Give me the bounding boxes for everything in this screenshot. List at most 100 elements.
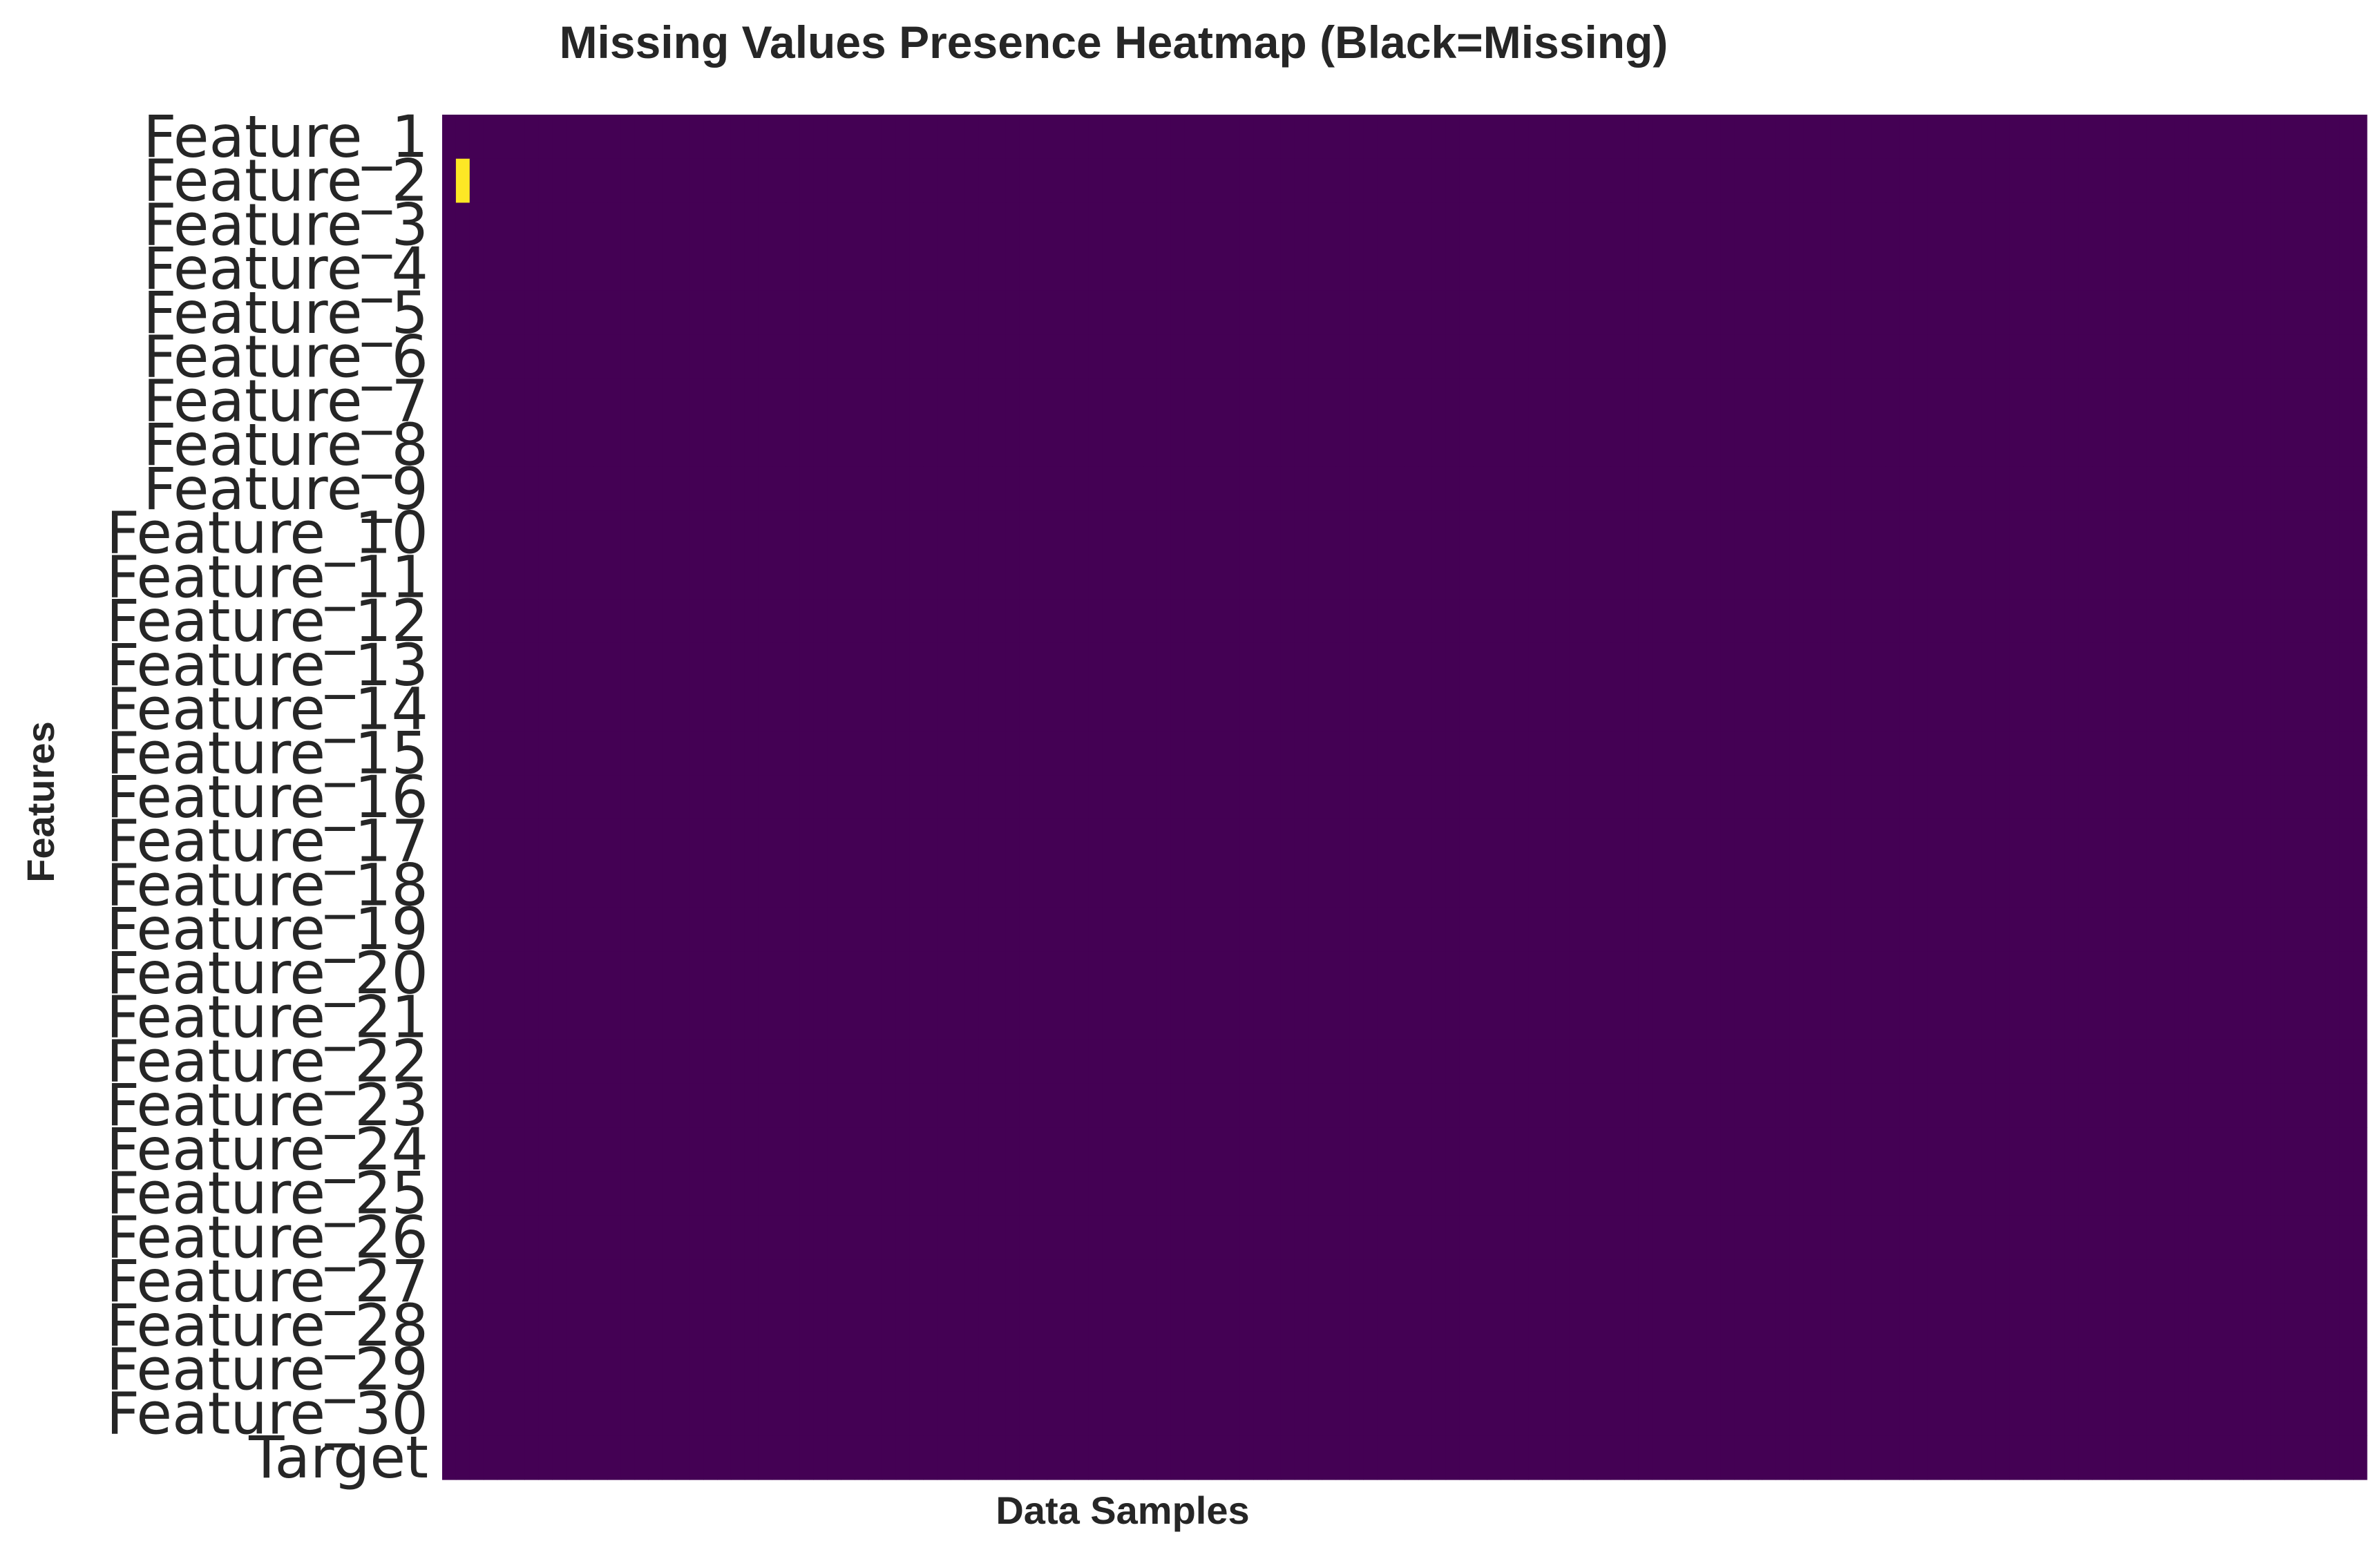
heatmap-cell	[841, 907, 855, 952]
heatmap-cell	[634, 731, 649, 776]
heatmap-cell	[1803, 1259, 1818, 1304]
heatmap-cell	[909, 1259, 924, 1304]
heatmap-cell	[2133, 334, 2148, 380]
heatmap-cell	[717, 158, 732, 204]
heatmap-cell	[1844, 1215, 1859, 1260]
heatmap-cell	[786, 510, 800, 556]
heatmap-cell	[1473, 1127, 1487, 1172]
heatmap-cell	[772, 642, 787, 688]
heatmap-cell	[1473, 290, 1487, 336]
heatmap-cell	[511, 158, 525, 204]
heatmap-cell	[1885, 599, 1900, 644]
heatmap-cell	[717, 599, 732, 644]
heatmap-cell	[923, 202, 937, 247]
heatmap-cell	[469, 379, 484, 423]
heatmap-cell	[497, 555, 512, 600]
heatmap-cell	[2284, 202, 2299, 247]
heatmap-cell	[1748, 863, 1762, 908]
heatmap-cell	[442, 1391, 457, 1436]
heatmap-cell	[1555, 379, 1570, 423]
heatmap-cell	[882, 334, 897, 380]
heatmap-cell	[2325, 1435, 2340, 1480]
heatmap-cell	[1652, 158, 1666, 204]
heatmap-cell	[1418, 599, 1433, 644]
heatmap-cell	[937, 599, 951, 644]
heatmap-cell	[607, 1215, 622, 1260]
heatmap-cell	[1528, 599, 1543, 644]
heatmap-cell	[855, 599, 869, 644]
heatmap-cell	[2339, 1391, 2354, 1436]
heatmap-cell	[772, 379, 787, 423]
heatmap-cell	[1294, 1259, 1309, 1304]
heatmap-cell	[827, 1391, 841, 1436]
heatmap-cell	[1377, 1347, 1391, 1393]
heatmap-cell	[2078, 158, 2093, 204]
heatmap-cell	[1679, 951, 1694, 996]
heatmap-cell	[2325, 1083, 2340, 1128]
heatmap-cell	[2202, 247, 2216, 291]
heatmap-cell	[2133, 1303, 2148, 1348]
heatmap-cell	[2174, 1391, 2189, 1436]
heatmap-cell	[827, 819, 841, 864]
heatmap-cell	[1019, 423, 1034, 468]
heatmap-cell	[2064, 1171, 2079, 1216]
heatmap-cell	[937, 1083, 951, 1128]
heatmap-cell	[634, 202, 649, 247]
heatmap-cell	[1885, 1039, 1900, 1084]
heatmap-cell	[2284, 466, 2299, 512]
heatmap-cell	[1322, 555, 1337, 600]
heatmap-cell	[1156, 1391, 1172, 1436]
heatmap-cell	[978, 423, 993, 468]
heatmap-cell	[2064, 115, 2079, 160]
heatmap-cell	[1844, 510, 1859, 556]
heatmap-cell	[937, 510, 951, 556]
heatmap-cell	[2243, 379, 2258, 423]
heatmap-cell	[1652, 466, 1666, 512]
heatmap-cell	[2174, 1127, 2189, 1172]
heatmap-cell	[662, 1083, 676, 1128]
heatmap-cell	[1844, 466, 1859, 512]
heatmap-cell	[1941, 379, 1955, 423]
heatmap-cell	[566, 819, 580, 864]
heatmap-cell	[580, 1347, 594, 1393]
heatmap-cell	[1872, 907, 1887, 952]
heatmap-cell	[1734, 115, 1749, 160]
heatmap-cell	[1542, 995, 1556, 1040]
heatmap-cell	[1212, 907, 1226, 952]
heatmap-cell	[1885, 379, 1900, 423]
heatmap-cell	[1803, 115, 1818, 160]
heatmap-cell	[1253, 951, 1268, 996]
heatmap-cell	[689, 819, 704, 864]
heatmap-cell	[1748, 951, 1762, 996]
heatmap-cell	[1597, 466, 1612, 512]
heatmap-cell	[2312, 1171, 2326, 1216]
heatmap-cell	[1762, 731, 1776, 776]
heatmap-cell	[717, 115, 732, 160]
heatmap-cell	[1130, 1347, 1144, 1393]
heatmap-cell	[1184, 863, 1199, 908]
heatmap-cell	[1941, 775, 1955, 820]
heatmap-cell	[442, 1171, 457, 1216]
heatmap-cell	[1170, 510, 1186, 556]
heatmap-cell	[1143, 1039, 1158, 1084]
heatmap-cell	[442, 599, 457, 644]
heatmap-cell	[1954, 1259, 1969, 1304]
heatmap-cell	[552, 642, 567, 688]
heatmap-cell	[1748, 158, 1762, 204]
heatmap-cell	[951, 334, 965, 380]
heatmap-cell	[1776, 466, 1790, 512]
heatmap-cell	[552, 907, 567, 952]
heatmap-cell	[1143, 599, 1158, 644]
heatmap-cell	[855, 1435, 869, 1480]
heatmap-cell	[1734, 158, 1749, 204]
heatmap-cell	[1253, 687, 1268, 731]
heatmap-cell	[1501, 1083, 1515, 1128]
heatmap-cell	[1913, 423, 1927, 468]
heatmap-cell	[1308, 1259, 1323, 1304]
heatmap-cell	[1418, 951, 1433, 996]
heatmap-cell	[730, 1127, 745, 1172]
heatmap-cell	[1995, 247, 2010, 291]
heatmap-cell	[2188, 1347, 2202, 1393]
heatmap-cell	[2064, 599, 2079, 644]
heatmap-cell	[455, 1435, 470, 1480]
